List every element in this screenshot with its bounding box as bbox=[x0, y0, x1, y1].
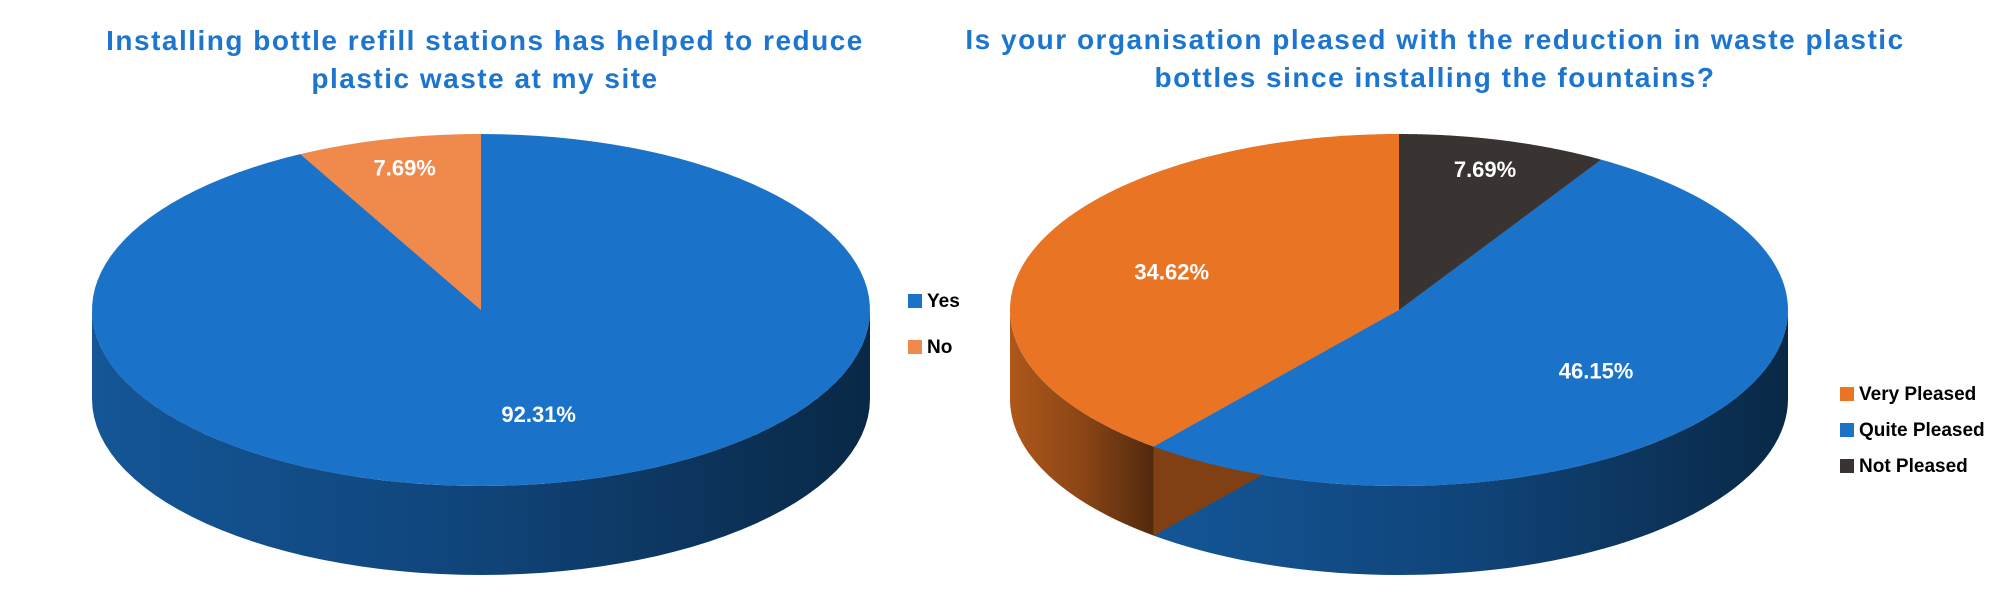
pie-slice-side bbox=[92, 310, 870, 575]
data-label: 7.69% bbox=[373, 156, 435, 181]
legend-swatch bbox=[1840, 423, 1854, 437]
legend-swatch bbox=[908, 340, 922, 354]
legend-label: No bbox=[927, 337, 952, 358]
pie-slice-side bbox=[1010, 310, 1154, 536]
legend-label: Very Pleased bbox=[1859, 384, 1976, 405]
legend-label: Not Pleased bbox=[1859, 456, 1968, 477]
data-label: 7.69% bbox=[1454, 157, 1516, 182]
pie-slice-side bbox=[1153, 310, 1788, 575]
pie-slice bbox=[300, 134, 481, 310]
legend-swatch bbox=[908, 294, 922, 308]
chart-title: Is your organisation pleased with the re… bbox=[965, 24, 1905, 93]
data-label: 34.62% bbox=[1134, 259, 1209, 284]
pie-slice bbox=[92, 134, 870, 486]
pie-slice bbox=[1010, 134, 1399, 447]
chart-title: Installing bottle refill stations has he… bbox=[106, 25, 864, 94]
pie-slice bbox=[1153, 159, 1788, 486]
legend-label: Yes bbox=[927, 291, 960, 312]
legend-label: Quite Pleased bbox=[1859, 420, 1985, 441]
data-label: 46.15% bbox=[1559, 359, 1634, 384]
data-label: 92.31% bbox=[501, 402, 576, 427]
pie-slice bbox=[1399, 134, 1602, 310]
legend-swatch bbox=[1840, 459, 1854, 473]
legend-swatch bbox=[1840, 387, 1854, 401]
